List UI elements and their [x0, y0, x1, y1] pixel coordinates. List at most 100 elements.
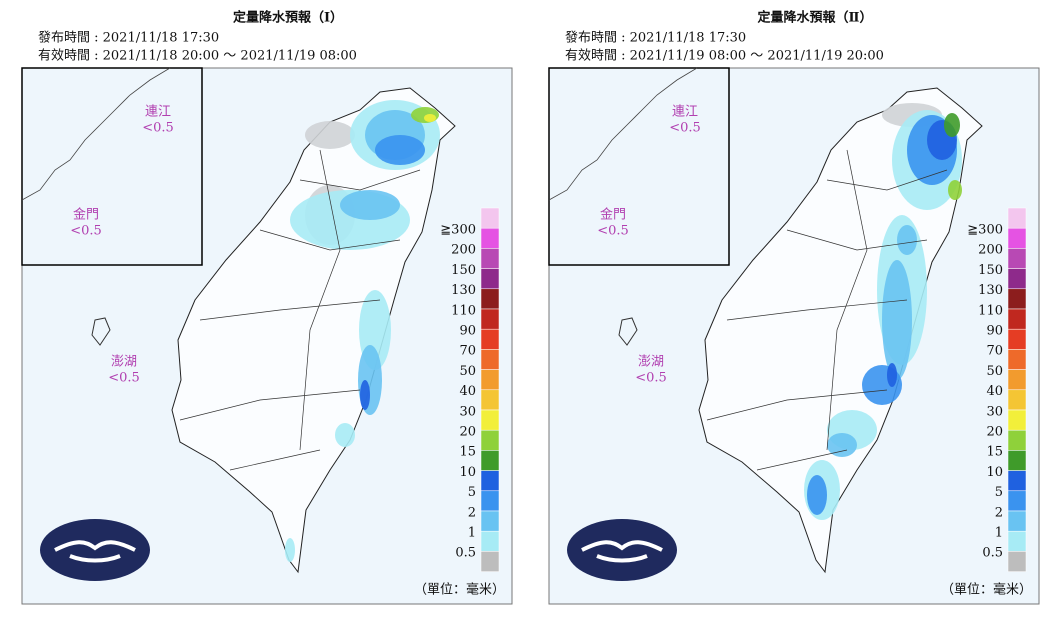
rain-area	[424, 114, 436, 122]
island-value: <0.5	[635, 371, 667, 386]
legend-swatch	[1007, 349, 1027, 370]
legend-swatch	[480, 470, 500, 492]
legend-swatch	[1007, 551, 1027, 572]
island-value: <0.5	[142, 121, 174, 136]
legend-swatch	[1007, 510, 1027, 532]
legend-label: 5	[468, 485, 476, 500]
issue-time: 發布時間 : 2021/11/18 17:30	[565, 31, 746, 46]
rain-area	[335, 423, 355, 447]
inset-box	[21, 67, 203, 266]
legend-label: 110	[451, 303, 476, 318]
legend-swatch	[480, 530, 500, 552]
rain-area	[305, 121, 355, 149]
inset-box	[548, 67, 730, 266]
legend-swatch	[1007, 530, 1027, 552]
china-coast	[548, 67, 698, 201]
rain-area	[948, 180, 962, 200]
island-name: 連江	[672, 105, 698, 120]
legend-label: 10	[459, 465, 476, 480]
map-panel: 定量降水預報（Ⅰ） 發布時間 : 2021/11/18 17:30 有效時間 : 2…	[21, 10, 513, 605]
legend-label: 2	[995, 505, 1003, 520]
valid-time: 有效時間 : 2021/11/19 08:00 ～ 2021/11/19 20:…	[565, 49, 884, 64]
county-lines	[179, 149, 421, 471]
legend-label: ≧300	[967, 223, 1003, 238]
legend-label: 40	[986, 384, 1003, 399]
legend-label: 1	[995, 526, 1003, 541]
legend-swatch	[480, 248, 500, 269]
issue-time: 發布時間 : 2021/11/18 17:30	[38, 31, 219, 46]
legend-label: 5	[995, 485, 1003, 500]
legend-swatch	[480, 551, 500, 572]
rain-area	[887, 363, 897, 387]
rain-area	[807, 475, 827, 515]
island-value: <0.5	[597, 224, 629, 239]
rain-area	[411, 107, 439, 123]
legend-swatch	[1007, 389, 1027, 411]
legend-label: 0.5	[455, 546, 476, 561]
legend-label: 200	[451, 243, 476, 258]
legend-swatch	[1007, 409, 1027, 431]
legend-swatch	[1007, 450, 1027, 471]
legend-label: 30	[459, 404, 476, 419]
legend-label: ≧300	[440, 223, 476, 238]
china-coast	[21, 67, 171, 201]
legend-swatch	[1007, 369, 1027, 391]
legend-swatch	[480, 288, 500, 310]
county-lines	[706, 149, 948, 471]
legend-swatch	[1007, 288, 1027, 310]
legend-label: 70	[986, 344, 1003, 359]
legend-label: 30	[986, 404, 1003, 419]
map-panel: 定量降水預報（Ⅱ） 發布時間 : 2021/11/18 17:30 有效時間 : 2…	[548, 10, 1040, 605]
cwb-logo-swirl	[54, 540, 136, 563]
legend-swatch	[480, 207, 500, 229]
legend-swatch	[480, 429, 500, 451]
legend-swatch	[480, 349, 500, 370]
legend-label: 10	[986, 465, 1003, 480]
legend-swatch	[1007, 470, 1027, 492]
legend-swatch	[480, 268, 500, 290]
legend-label: 15	[986, 445, 1003, 460]
legend-swatch	[1007, 490, 1027, 512]
legend-label: 1	[468, 526, 476, 541]
legend-swatch	[1007, 429, 1027, 451]
unit-label: （單位：毫米）	[941, 582, 1032, 598]
legend-swatch	[480, 328, 500, 350]
legend-label: 150	[451, 263, 476, 278]
legend-swatch	[1007, 207, 1027, 229]
legend-swatch	[1007, 227, 1027, 249]
legend-label: 20	[986, 425, 1003, 440]
island-name: 金門	[73, 207, 99, 223]
legend-swatch	[480, 450, 500, 471]
rain-area	[882, 260, 912, 380]
rain-area	[340, 190, 400, 220]
legend-label: 110	[978, 303, 1003, 318]
map-title: 定量降水預報（Ⅱ）	[757, 10, 873, 26]
legend-swatch	[480, 389, 500, 411]
legend-swatch	[480, 490, 500, 512]
legend-swatch	[480, 369, 500, 391]
valid-time: 有效時間 : 2021/11/18 20:00 ～ 2021/11/19 08:…	[38, 49, 357, 64]
island-value: <0.5	[108, 371, 140, 386]
legend-label: 40	[459, 384, 476, 399]
legend-label: 130	[978, 283, 1003, 298]
legend-label: 20	[459, 425, 476, 440]
legend-label: 50	[459, 364, 476, 379]
island-value: <0.5	[70, 224, 102, 239]
legend-label: 2	[468, 505, 476, 520]
legend-label: 0.5	[982, 546, 1003, 561]
legend-swatch	[1007, 328, 1027, 350]
penghu	[91, 317, 111, 346]
cwb-logo-swirl	[581, 540, 663, 563]
island-name: 澎湖	[638, 355, 664, 370]
legend-label: 200	[978, 243, 1003, 258]
unit-label: （單位：毫米）	[414, 582, 505, 598]
legend-label: 90	[459, 324, 476, 339]
rain-area	[285, 538, 295, 562]
legend-swatch	[480, 308, 500, 330]
legend-swatch	[1007, 268, 1027, 290]
penghu	[618, 317, 638, 346]
legend-label: 50	[986, 364, 1003, 379]
legend-label: 90	[986, 324, 1003, 339]
legend-swatch	[480, 510, 500, 532]
